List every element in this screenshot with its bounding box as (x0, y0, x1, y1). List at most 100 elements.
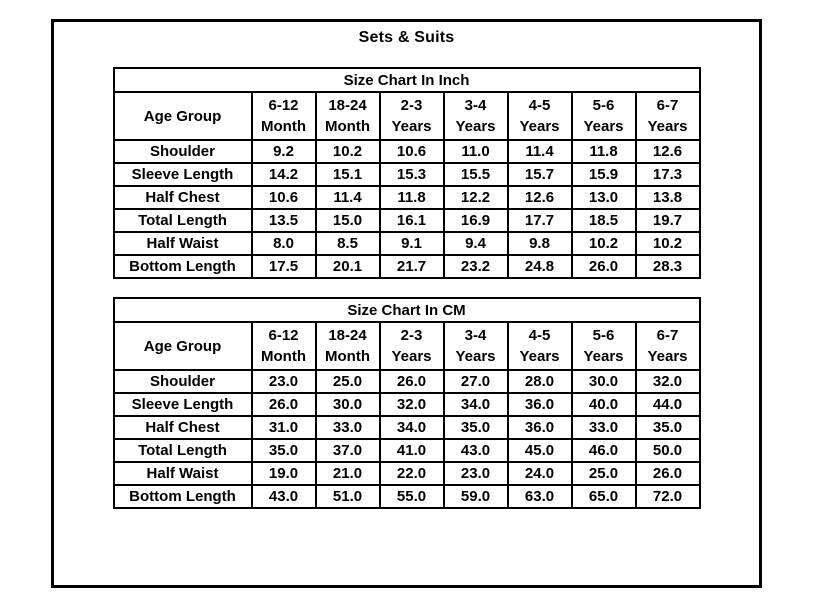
value-cell: 11.4 (506, 139, 573, 164)
value-cell: 10.2 (634, 231, 701, 256)
column-header: 4-5 Years (506, 321, 573, 371)
value-cell: 40.0 (570, 392, 637, 417)
value-cell: 43.0 (442, 438, 509, 463)
column-header: 4-5 Years (506, 91, 573, 141)
value-cell: 12.6 (634, 139, 701, 164)
value-cell: 21.7 (378, 254, 445, 279)
table-row: Half Waist 19.0 21.0 22.0 23.0 24.0 25.0 26.0 (112, 461, 701, 486)
row-label: Sleeve Length (112, 162, 253, 187)
value-cell: 9.2 (250, 139, 317, 164)
age-group-header: Age Group (112, 91, 253, 141)
row-label: Shoulder (112, 139, 253, 164)
value-cell: 20.1 (314, 254, 381, 279)
value-cell: 15.5 (442, 162, 509, 187)
column-header: 3-4 Years (442, 91, 509, 141)
value-cell: 44.0 (634, 392, 701, 417)
column-header: 6-12 Month (250, 321, 317, 371)
row-label: Half Chest (112, 415, 253, 440)
value-cell: 51.0 (314, 484, 381, 509)
value-cell: 24.0 (506, 461, 573, 486)
row-label: Total Length (112, 208, 253, 233)
value-cell: 25.0 (570, 461, 637, 486)
value-cell: 25.0 (314, 369, 381, 394)
value-cell: 10.2 (314, 139, 381, 164)
value-cell: 11.0 (442, 139, 509, 164)
row-label: Total Length (112, 438, 253, 463)
value-cell: 43.0 (250, 484, 317, 509)
table-row: Total Length 13.5 15.0 16.1 16.9 17.7 18.5 19.7 (112, 208, 701, 233)
value-cell: 32.0 (378, 392, 445, 417)
value-cell: 11.8 (570, 139, 637, 164)
value-cell: 31.0 (250, 415, 317, 440)
value-cell: 12.2 (442, 185, 509, 210)
table-row: Half Chest 10.6 11.4 11.8 12.2 12.6 13.0 13.8 (112, 185, 701, 210)
value-cell: 15.3 (378, 162, 445, 187)
value-cell: 11.4 (314, 185, 381, 210)
column-header: 3-4 Years (442, 321, 509, 371)
column-header: 18-24 Month (314, 321, 381, 371)
value-cell: 26.0 (250, 392, 317, 417)
value-cell: 19.7 (634, 208, 701, 233)
header-row: Age Group 6-12 Month 18-24 Month 2-3 Years 3… (112, 321, 701, 371)
value-cell: 13.5 (250, 208, 317, 233)
row-label: Bottom Length (112, 254, 253, 279)
row-label: Shoulder (112, 369, 253, 394)
value-cell: 72.0 (634, 484, 701, 509)
value-cell: 36.0 (506, 415, 573, 440)
value-cell: 13.8 (634, 185, 701, 210)
value-cell: 55.0 (378, 484, 445, 509)
column-header: 2-3 Years (378, 321, 445, 371)
value-cell: 26.0 (570, 254, 637, 279)
value-cell: 32.0 (634, 369, 701, 394)
value-cell: 28.3 (634, 254, 701, 279)
value-cell: 19.0 (250, 461, 317, 486)
column-header: 6-12 Month (250, 91, 317, 141)
row-label: Half Waist (112, 461, 253, 486)
column-header: 5-6 Years (570, 321, 637, 371)
value-cell: 33.0 (314, 415, 381, 440)
value-cell: 18.5 (570, 208, 637, 233)
value-cell: 35.0 (250, 438, 317, 463)
page-border-frame: Sets & Suits Size Chart In Inch Age Group… (51, 19, 762, 588)
table-row: Bottom Length 43.0 51.0 55.0 59.0 63.0 65.0 72.… (112, 484, 701, 509)
value-cell: 36.0 (506, 392, 573, 417)
value-cell: 30.0 (314, 392, 381, 417)
value-cell: 37.0 (314, 438, 381, 463)
value-cell: 35.0 (634, 415, 701, 440)
table-row: Total Length 35.0 37.0 41.0 43.0 45.0 46.0 50.0 (112, 438, 701, 463)
value-cell: 11.8 (378, 185, 445, 210)
value-cell: 65.0 (570, 484, 637, 509)
value-cell: 28.0 (506, 369, 573, 394)
table-caption: Size Chart In CM (112, 297, 701, 323)
column-header: 6-7 Years (634, 91, 701, 141)
table-row: Sleeve Length 14.2 15.1 15.3 15.5 15.7 15.9 17.… (112, 162, 701, 187)
value-cell: 50.0 (634, 438, 701, 463)
value-cell: 30.0 (570, 369, 637, 394)
value-cell: 23.0 (442, 461, 509, 486)
value-cell: 17.5 (250, 254, 317, 279)
value-cell: 9.8 (506, 231, 573, 256)
caption-row: Size Chart In CM (112, 297, 701, 323)
size-chart-cm-table: Size Chart In CM Age Group 6-12 Month 18-24… (112, 297, 701, 509)
value-cell: 35.0 (442, 415, 509, 440)
table-caption: Size Chart In Inch (112, 67, 701, 93)
table-row: Half Chest 31.0 33.0 34.0 35.0 36.0 33.0 35.0 (112, 415, 701, 440)
size-chart-inch-table: Size Chart In Inch Age Group 6-12 Month 18-… (112, 67, 701, 279)
value-cell: 14.2 (250, 162, 317, 187)
row-label: Sleeve Length (112, 392, 253, 417)
value-cell: 8.5 (314, 231, 381, 256)
table-row: Bottom Length 17.5 20.1 21.7 23.2 24.8 26.0 28.… (112, 254, 701, 279)
value-cell: 15.1 (314, 162, 381, 187)
column-header: 5-6 Years (570, 91, 637, 141)
row-label: Bottom Length (112, 484, 253, 509)
value-cell: 16.1 (378, 208, 445, 233)
value-cell: 9.1 (378, 231, 445, 256)
value-cell: 10.6 (250, 185, 317, 210)
value-cell: 26.0 (378, 369, 445, 394)
value-cell: 21.0 (314, 461, 381, 486)
value-cell: 10.2 (570, 231, 637, 256)
column-header: 2-3 Years (378, 91, 445, 141)
age-group-header: Age Group (112, 321, 253, 371)
table-row: Shoulder 9.2 10.2 10.6 11.0 11.4 11.8 12.6 (112, 139, 701, 164)
table-row: Sleeve Length 26.0 30.0 32.0 34.0 36.0 40.0 44.… (112, 392, 701, 417)
